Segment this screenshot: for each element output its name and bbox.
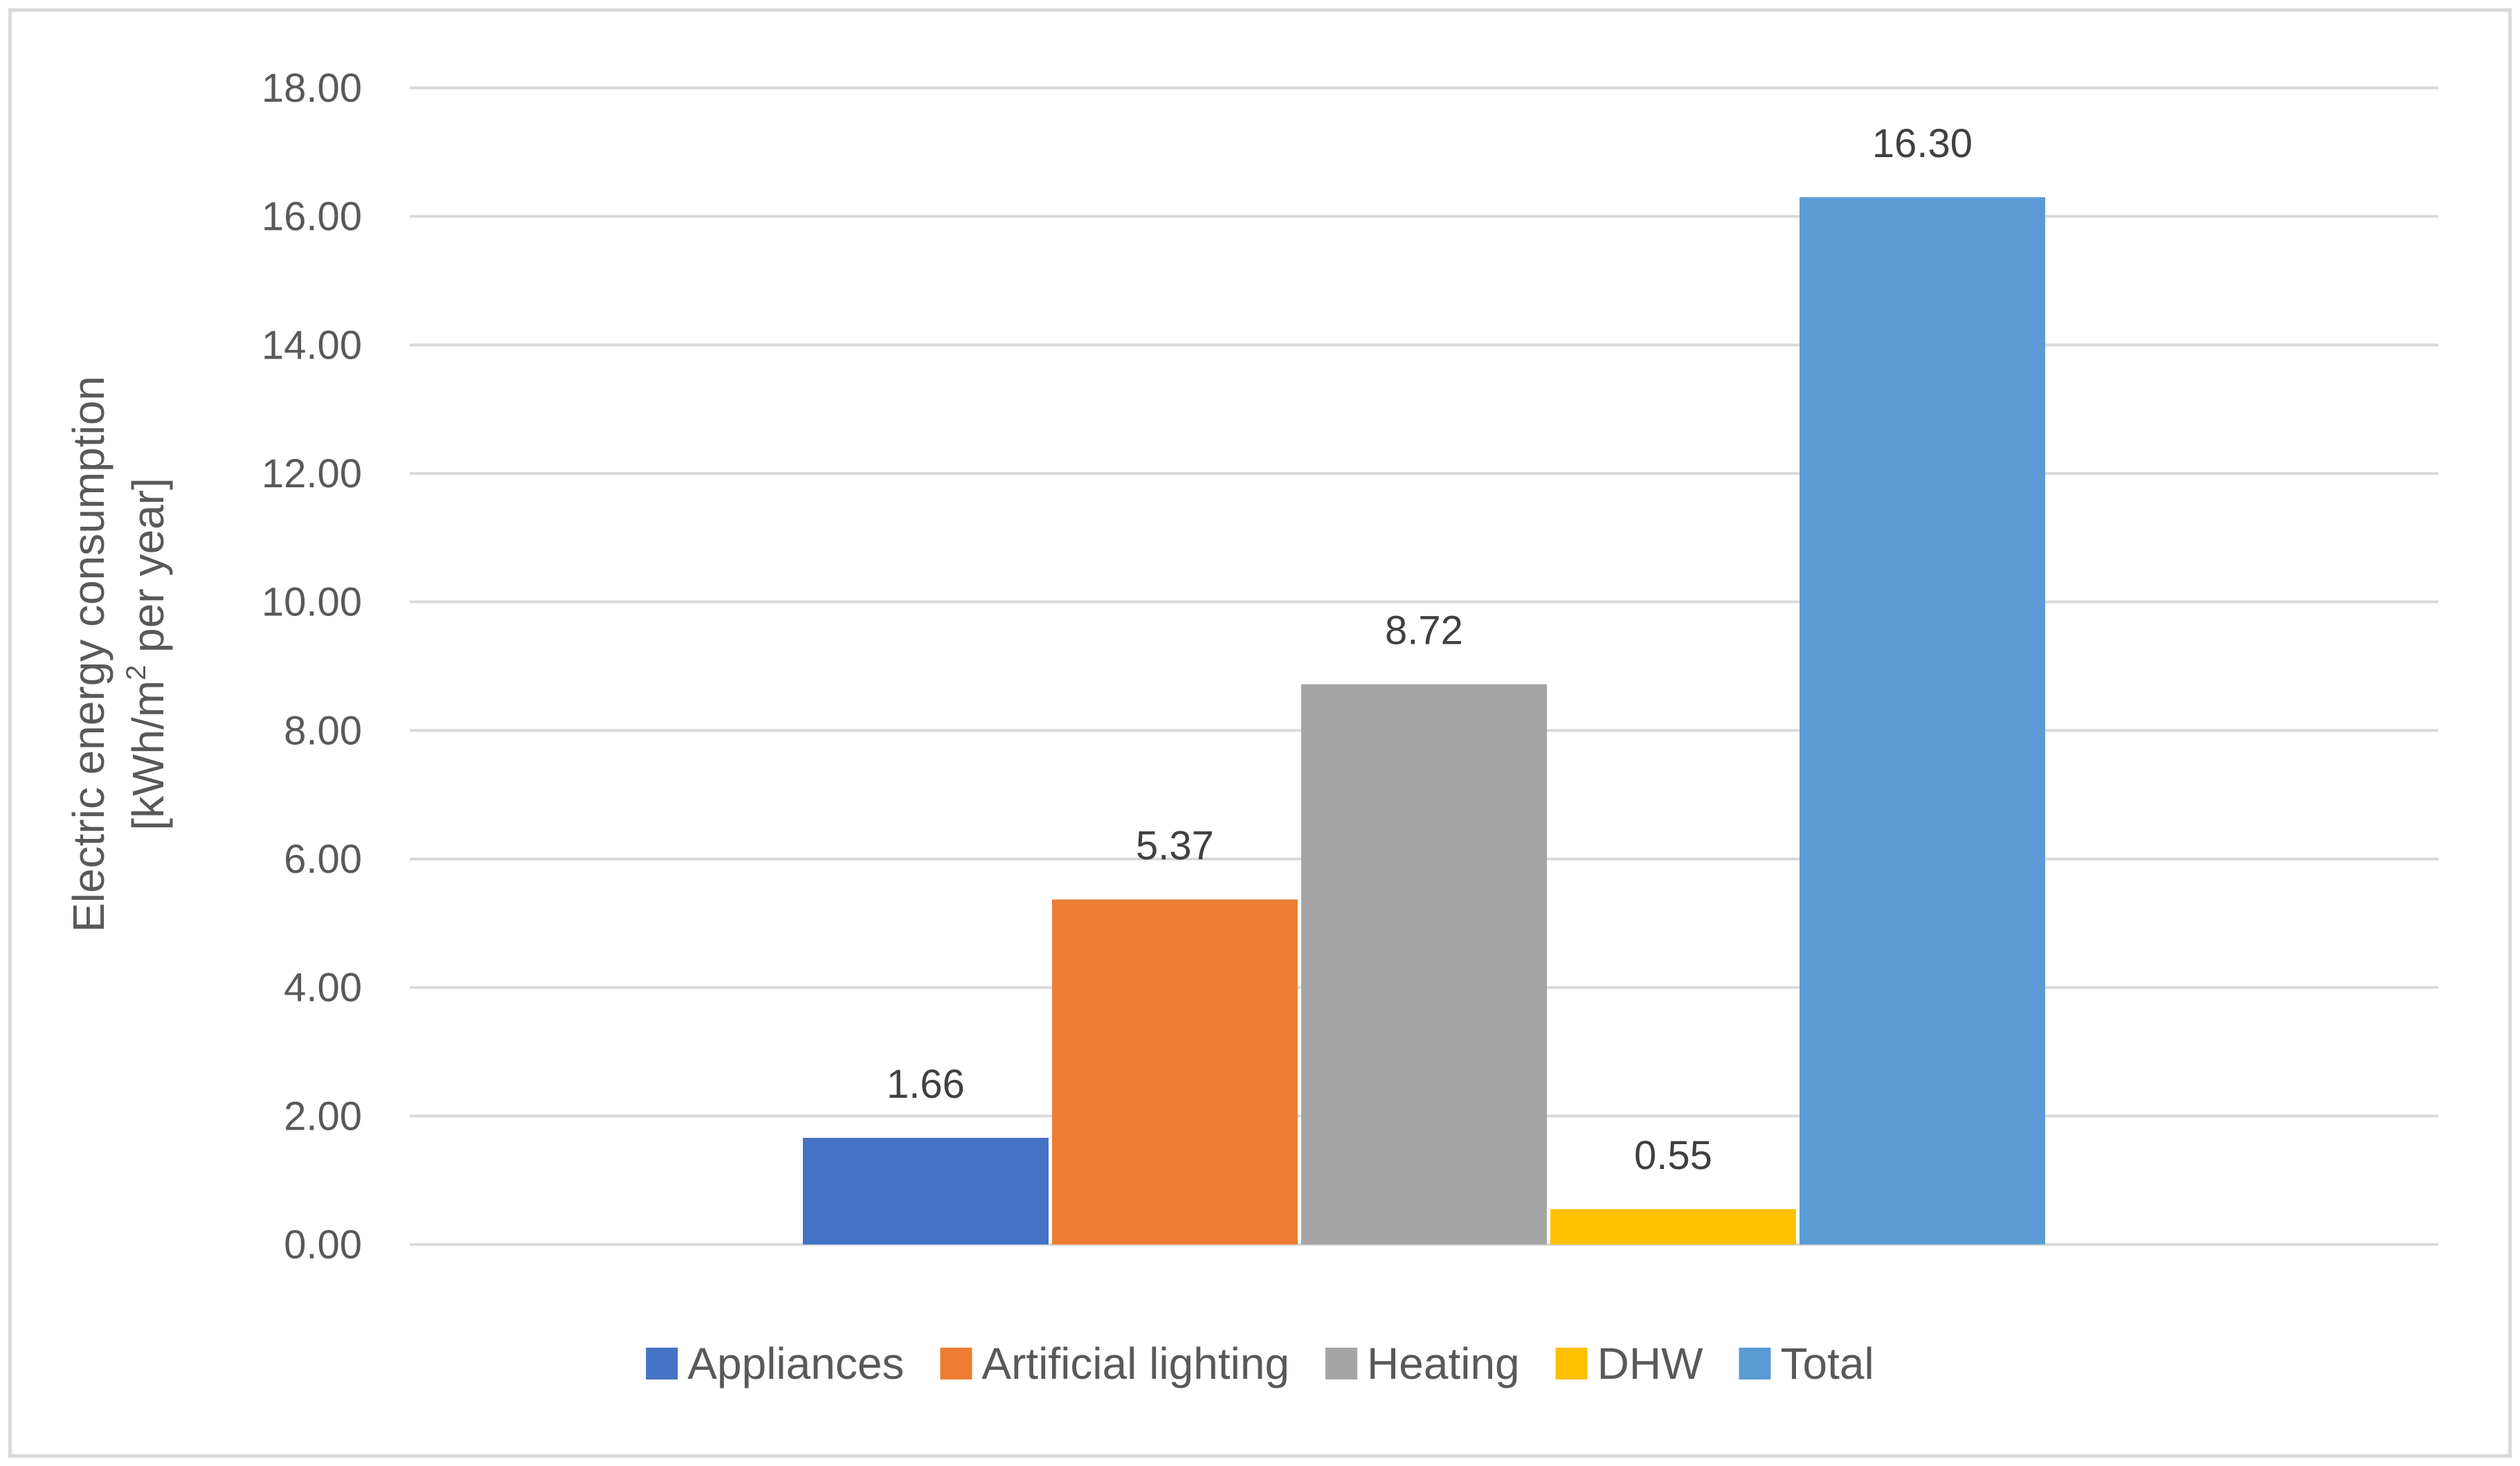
y-axis-title: Electric energy consumption [kWh/m2 per …	[64, 376, 173, 932]
data-label-heating: 8.72	[1385, 608, 1463, 653]
bar-appliances	[803, 1137, 1049, 1245]
y-tick-label-16.00: 16.00	[262, 194, 362, 239]
data-label-artificial-lighting: 5.37	[1136, 823, 1214, 868]
y-tick-label-18.00: 18.00	[262, 66, 362, 111]
gridlines	[410, 87, 2438, 1246]
y-tick-label-6.00: 6.00	[284, 837, 362, 882]
data-label-dhw: 0.55	[1634, 1133, 1712, 1178]
y-tick-label-10.00: 10.00	[262, 580, 362, 625]
bar-total	[1800, 197, 2045, 1245]
y-axis-title-unit-prefix: [kWh/m	[123, 680, 173, 831]
y-axis-title-unit-superscript: 2	[121, 665, 152, 680]
y-tick-label-14.00: 14.00	[262, 323, 362, 368]
data-label-total: 16.30	[1872, 121, 1973, 166]
legend-swatch-artificial-lighting	[940, 1348, 972, 1379]
bar-dhw	[1550, 1209, 1796, 1245]
legend-label-heating: Heating	[1367, 1339, 1520, 1388]
y-tick-label-2.00: 2.00	[284, 1094, 362, 1139]
y-axis-title-unit-suffix: per year]	[123, 478, 173, 664]
y-tick-label-4.00: 4.00	[284, 966, 362, 1011]
y-tick-label-0.00: 0.00	[284, 1222, 362, 1267]
data-label-appliances: 1.66	[887, 1062, 965, 1107]
legend-swatch-total	[1739, 1348, 1771, 1379]
legend-label-dhw: DHW	[1597, 1339, 1703, 1388]
legend-swatch-appliances	[646, 1348, 678, 1379]
y-axis-title-line2: [kWh/m2 per year]	[121, 478, 173, 830]
data-labels: 1.66 5.37 8.72 0.55 16.30	[887, 121, 1973, 1178]
bar-artificial-lighting	[1052, 899, 1298, 1245]
legend-label-appliances: Appliances	[687, 1339, 904, 1388]
legend-label-total: Total	[1780, 1339, 1874, 1388]
y-axis-title-line1: Electric energy consumption	[64, 376, 114, 932]
legend-label-artificial-lighting: Artificial lighting	[981, 1339, 1289, 1388]
legend-swatch-heating	[1325, 1348, 1358, 1379]
y-axis-tick-labels: 0.00 2.00 4.00 6.00 8.00 10.00 12.00 14.00 16.00…	[262, 66, 362, 1267]
legend: Appliances Artificial lighting Heating DHW T…	[646, 1339, 1874, 1388]
bars	[803, 197, 2045, 1245]
bar-heating	[1301, 684, 1547, 1245]
legend-swatch-dhw	[1555, 1348, 1588, 1379]
y-tick-label-8.00: 8.00	[284, 708, 362, 753]
y-tick-label-12.00: 12.00	[262, 451, 362, 496]
